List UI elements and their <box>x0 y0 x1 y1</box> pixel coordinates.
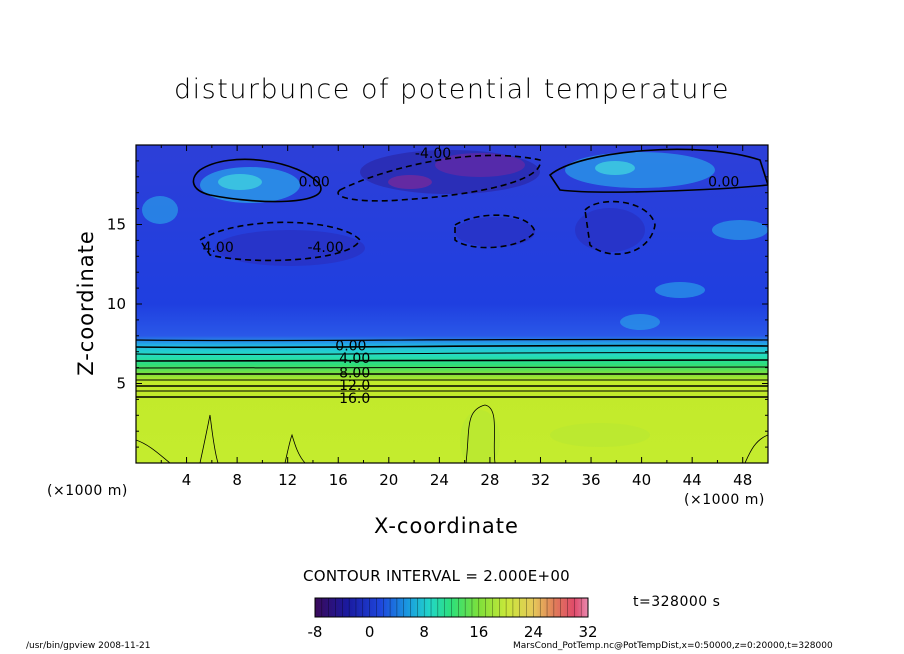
x-unit-label: (×1000 m) <box>684 492 765 508</box>
contour-line <box>136 352 768 355</box>
z-unit-label: (×1000 m) <box>47 483 128 499</box>
cold-blob <box>575 208 645 252</box>
colorbar-tick-label: -8 <box>308 623 323 641</box>
cold-blob <box>215 230 365 266</box>
lower-patch <box>550 423 650 447</box>
contour-label: 8.00 <box>339 365 370 381</box>
contour-label: 12.0 <box>339 378 370 394</box>
contour-line <box>136 366 768 369</box>
colorbar-frame <box>314 597 589 618</box>
y-tick-label: 5 <box>116 375 126 393</box>
x-tick-label: 16 <box>329 471 348 489</box>
contour-line <box>465 404 496 463</box>
x-tick-label: 20 <box>379 471 398 489</box>
x-tick-label: 48 <box>733 471 752 489</box>
warm-blob <box>565 152 715 188</box>
contour-label: -4.00 <box>307 240 343 256</box>
contour-line <box>199 414 219 463</box>
colorbar-tick-label: 16 <box>469 623 488 641</box>
y-axis-label: Z-coordinate <box>74 230 98 376</box>
contour-line <box>136 344 768 349</box>
contour-line <box>192 158 322 203</box>
x-tick-label: 24 <box>430 471 449 489</box>
warm-blob <box>620 314 660 330</box>
warm-blob <box>712 220 768 240</box>
colorbar-tick-label: 24 <box>524 623 543 641</box>
colorbar-tick-label: 8 <box>419 623 429 641</box>
cold-blob <box>455 217 535 247</box>
x-tick-label: 32 <box>531 471 550 489</box>
x-axis-label: X-coordinate <box>374 514 519 538</box>
contour-label: -4.00 <box>415 146 451 162</box>
contour-line <box>284 433 306 463</box>
warm-blob <box>142 196 178 224</box>
contour-line <box>584 200 656 255</box>
y-tick-label: 10 <box>107 295 126 313</box>
contour-line <box>454 214 536 249</box>
contour-label: 0.00 <box>708 175 739 191</box>
cold-blob <box>388 175 432 189</box>
contour-line <box>136 439 171 463</box>
contour-label: 0.00 <box>335 338 366 354</box>
contour-label: 0.00 <box>299 175 330 191</box>
y-tick-label: 15 <box>107 216 126 234</box>
colorbar-tick-label: 0 <box>365 623 375 641</box>
chart-title: disturbunce of potential temperature <box>174 74 730 105</box>
time-label: t=328000 s <box>633 594 721 610</box>
warm-blob <box>218 174 262 190</box>
x-tick-label: 28 <box>480 471 499 489</box>
x-tick-label: 12 <box>278 471 297 489</box>
contour-label: 4.00 <box>203 240 234 256</box>
x-tick-label: 40 <box>632 471 651 489</box>
warm-blob <box>655 282 705 298</box>
footer-right: MarsCond_PotTemp.nc@PotTempDist,x=0:5000… <box>513 641 833 651</box>
contour-line <box>744 434 768 463</box>
contour-label: 16.0 <box>339 391 370 407</box>
contour-line <box>136 358 768 363</box>
contour-label: 4.00 <box>339 351 370 367</box>
x-tick-label: 4 <box>182 471 192 489</box>
contour-line <box>548 148 768 193</box>
x-tick-label: 44 <box>683 471 702 489</box>
footer-left: /usr/bin/gpview 2008-11-21 <box>26 641 151 651</box>
x-tick-label: 36 <box>581 471 600 489</box>
contour-interval-label: CONTOUR INTERVAL = 2.000E+00 <box>303 567 571 585</box>
x-tick-label: 8 <box>232 471 242 489</box>
colorbar-tick-label: 32 <box>578 623 597 641</box>
warm-blob <box>595 161 635 175</box>
cold-blob <box>435 153 525 177</box>
contour-line <box>136 338 768 342</box>
contour-line <box>198 221 361 262</box>
